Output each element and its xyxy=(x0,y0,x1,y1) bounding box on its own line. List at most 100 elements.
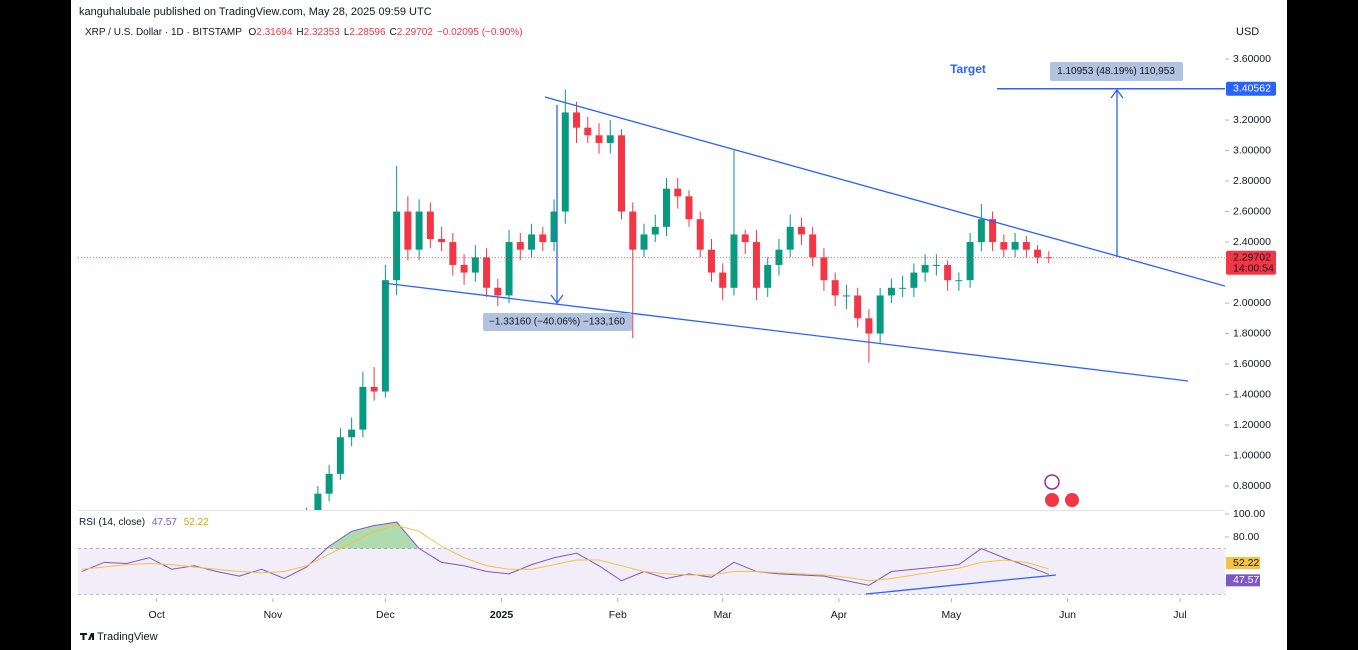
candle-body xyxy=(955,280,963,282)
candle-body xyxy=(989,219,997,243)
candle-body xyxy=(618,135,625,212)
x-tick-label: Apr xyxy=(831,609,848,621)
rsi-band xyxy=(78,548,1225,595)
last-price-box xyxy=(1226,250,1276,275)
candle-body xyxy=(516,242,524,250)
measure-box xyxy=(483,313,632,331)
rsi-title: RSI (14, close) 47.57 52.22 xyxy=(79,517,209,528)
rsi-value-box xyxy=(1226,574,1260,587)
candle-body xyxy=(573,112,581,128)
event-icon[interactable] xyxy=(1044,474,1060,490)
candle-body xyxy=(483,257,491,288)
candle-body xyxy=(663,188,670,227)
publisher: kanguhalubale published on TradingView.c… xyxy=(79,6,432,18)
panel xyxy=(71,0,1287,650)
event-icon[interactable] xyxy=(1065,493,1079,507)
candle-body xyxy=(528,234,536,250)
x-tick-label: Jun xyxy=(1059,609,1076,621)
candle-body xyxy=(685,196,693,220)
candle-body xyxy=(505,242,513,296)
target-box xyxy=(1226,81,1276,96)
candle-body xyxy=(404,211,412,250)
rsi-pane xyxy=(78,521,1225,595)
x-tick-label: 2025 xyxy=(490,609,514,621)
brand: TradingView xyxy=(97,631,158,643)
ohlc-key: H xyxy=(296,27,303,38)
axes: 3.60000 3.20000 3.00000 2.80000 2.60000 2.400… xyxy=(149,53,1276,621)
ohlc-key: L xyxy=(344,27,350,38)
y-tick-label: 2.40000 xyxy=(1233,236,1271,248)
ohlc-value: 2.32353 xyxy=(304,27,341,38)
candle-body xyxy=(707,249,715,273)
candle-body xyxy=(325,473,333,494)
y-tick-label: 1.80000 xyxy=(1233,327,1271,339)
candle-body xyxy=(865,318,873,334)
candle-body xyxy=(921,264,929,273)
candle-body xyxy=(831,280,839,296)
candle-body xyxy=(966,242,974,281)
candle-body xyxy=(1034,249,1042,258)
candle-body xyxy=(1011,242,1019,250)
candle-body xyxy=(606,135,614,143)
x-tick-label: Nov xyxy=(264,609,283,621)
rsi-value-box xyxy=(1226,556,1260,569)
ohlc-value: 2.29702 xyxy=(397,27,434,38)
candle-body xyxy=(1045,257,1053,259)
ohlc-value: 2.31694 xyxy=(256,27,293,38)
brand-logo xyxy=(80,633,94,640)
candle-body xyxy=(561,112,569,212)
rsi-tick-label: 80.00 xyxy=(1233,531,1259,543)
y-tick-label: 1.00000 xyxy=(1233,449,1271,461)
candle-body xyxy=(640,234,648,250)
candle-body xyxy=(595,135,603,143)
symbol: XRP / U.S. Dollar · 1D · BITSTAMP xyxy=(85,27,242,38)
candle-body xyxy=(752,242,760,288)
candle-body xyxy=(764,264,772,288)
candle-body xyxy=(719,272,727,288)
x-tick-label: Jul xyxy=(1173,609,1186,621)
ohlc-key: O xyxy=(248,27,256,38)
candle-body xyxy=(820,257,828,281)
lower-trendline xyxy=(382,282,1189,382)
rsi-line xyxy=(81,521,1050,586)
countdown: 14:00:54 xyxy=(1233,263,1274,275)
rsi-value-label: 52.22 xyxy=(1233,557,1259,569)
rsi-divergence xyxy=(865,574,1057,595)
event-icon[interactable] xyxy=(1045,493,1059,507)
ohlc-value: 2.28596 xyxy=(349,27,386,38)
candle-body xyxy=(629,211,637,250)
y-tick-label: 2.80000 xyxy=(1233,175,1271,187)
candle-body xyxy=(348,429,356,438)
candle-body xyxy=(370,386,378,392)
candle-body xyxy=(460,264,468,273)
candle-body xyxy=(932,264,940,266)
y-tick-label: 3.00000 xyxy=(1233,144,1271,156)
arrow-head xyxy=(550,294,564,305)
candle-body xyxy=(494,287,502,296)
y-tick-label: 3.20000 xyxy=(1233,114,1271,126)
rsi-value-label: 47.57 xyxy=(1233,574,1259,586)
candle-body xyxy=(775,249,783,265)
rsi-tick-label: 100.00 xyxy=(1233,508,1265,520)
candle-body xyxy=(674,188,682,197)
candle-body xyxy=(359,386,367,430)
measure-box xyxy=(1050,62,1183,81)
y-tick-label: 0.80000 xyxy=(1233,480,1271,492)
candle-body xyxy=(876,295,884,334)
rsi-title-text: RSI (14, close) xyxy=(79,517,145,528)
candle-body xyxy=(539,234,547,243)
rsi-ma-line xyxy=(81,525,1049,582)
rsi-value: 47.57 xyxy=(152,517,177,528)
ohlc-key: C xyxy=(390,27,397,38)
candle-body xyxy=(471,257,479,273)
candle-body xyxy=(584,127,592,136)
candle-body xyxy=(842,295,850,297)
measure-label: −1.33160 (−40.06%) −133,160 xyxy=(489,317,625,328)
change: −0.02095 (−0.90%) xyxy=(437,27,523,38)
candle-body xyxy=(651,226,659,235)
measure-label: 1.10953 (48.19%) 110,953 xyxy=(1057,66,1175,77)
x-tick-label: Feb xyxy=(609,609,627,621)
candle-body xyxy=(910,272,918,288)
